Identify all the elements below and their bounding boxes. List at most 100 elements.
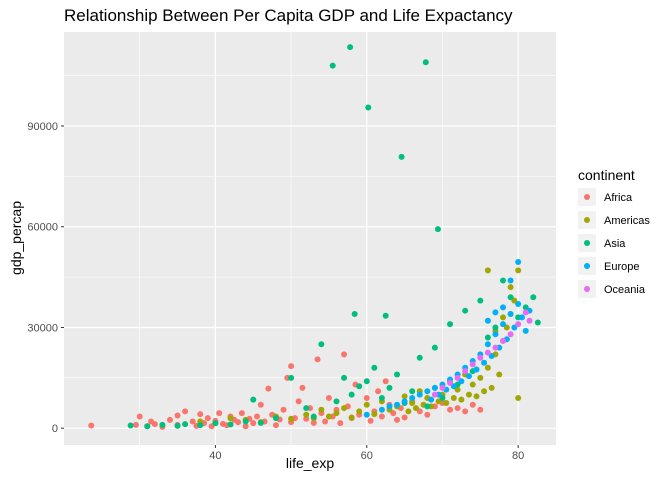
- data-point-americas: [450, 394, 457, 401]
- data-point-asia: [333, 398, 340, 405]
- data-point-europe: [500, 304, 507, 311]
- data-point-africa: [378, 413, 385, 420]
- data-point-africa: [272, 422, 279, 429]
- data-point-americas: [515, 267, 522, 274]
- data-point-oceania: [526, 317, 533, 324]
- data-point-oceania: [447, 379, 454, 386]
- data-point-asia: [318, 341, 325, 348]
- data-point-africa: [401, 414, 408, 421]
- x-axis-title: life_exp: [286, 455, 334, 471]
- data-point-asia: [272, 415, 279, 422]
- legend-marker-oceania: [584, 286, 590, 292]
- data-point-asia: [363, 378, 370, 385]
- data-point-europe: [484, 317, 491, 324]
- data-point-asia: [347, 44, 354, 51]
- data-point-americas: [484, 267, 491, 274]
- data-point-africa: [132, 421, 139, 428]
- data-point-asia: [371, 364, 378, 371]
- data-point-europe: [518, 314, 525, 321]
- data-point-asia: [394, 371, 401, 378]
- data-point-africa: [88, 422, 95, 429]
- data-point-americas: [481, 388, 488, 395]
- y-axis-ticks: 0 30000 60000 90000: [27, 121, 64, 435]
- data-point-asia: [484, 334, 491, 341]
- data-point-americas: [507, 284, 514, 291]
- data-point-americas: [227, 415, 234, 422]
- data-point-asia: [431, 344, 438, 351]
- data-point-oceania: [477, 354, 484, 361]
- legend-items: Africa Americas Asia Europe Oceania: [578, 188, 650, 298]
- data-point-africa: [250, 420, 257, 427]
- data-point-asia: [257, 419, 264, 426]
- data-point-africa: [454, 405, 461, 412]
- y-axis-title: gdp_percap: [8, 201, 24, 275]
- data-point-americas: [469, 381, 476, 388]
- data-point-asia: [329, 62, 336, 69]
- data-point-americas: [465, 391, 472, 398]
- data-point-oceania: [515, 321, 522, 328]
- data-point-africa: [166, 416, 173, 423]
- data-point-africa: [477, 406, 484, 413]
- data-point-africa: [189, 418, 196, 425]
- data-point-europe: [465, 373, 472, 380]
- data-point-europe: [401, 398, 408, 405]
- data-point-africa: [288, 363, 295, 370]
- data-point-asia: [534, 319, 541, 326]
- data-point-europe: [492, 309, 499, 316]
- legend-marker-europe: [584, 263, 590, 269]
- data-point-americas: [288, 415, 295, 422]
- data-point-americas: [341, 405, 348, 412]
- data-point-europe: [507, 311, 514, 318]
- data-point-asia: [174, 422, 181, 429]
- y-tick-label: 60000: [27, 222, 58, 234]
- data-point-africa: [151, 421, 158, 428]
- data-point-europe: [424, 388, 431, 395]
- legend-label-europe: Europe: [604, 261, 639, 273]
- data-point-europe: [522, 327, 529, 334]
- data-point-asia: [341, 374, 348, 381]
- data-point-asia: [351, 311, 358, 318]
- data-point-europe: [378, 406, 385, 413]
- data-point-americas: [458, 396, 465, 403]
- data-point-asia: [144, 423, 151, 430]
- data-point-africa: [182, 408, 189, 415]
- data-point-americas: [409, 400, 416, 407]
- data-point-africa: [216, 410, 223, 417]
- data-point-africa: [204, 415, 211, 422]
- y-tick-label: 0: [52, 423, 58, 435]
- data-point-africa: [254, 413, 261, 420]
- data-point-americas: [496, 371, 503, 378]
- data-point-asia: [424, 403, 431, 410]
- data-point-africa: [341, 351, 348, 358]
- data-point-europe: [473, 366, 480, 373]
- data-point-europe: [507, 277, 514, 284]
- legend-title: continent: [578, 167, 635, 183]
- data-point-africa: [394, 416, 401, 423]
- legend-label-africa: Africa: [604, 192, 633, 204]
- data-point-africa: [174, 412, 181, 419]
- legend-label-americas: Americas: [604, 215, 650, 227]
- data-point-africa: [325, 394, 332, 401]
- data-point-africa: [367, 417, 374, 424]
- data-point-asia: [492, 324, 499, 331]
- data-point-americas: [412, 405, 419, 412]
- data-point-africa: [314, 356, 321, 363]
- data-point-asia: [212, 420, 219, 427]
- data-point-africa: [136, 413, 143, 420]
- data-point-oceania: [484, 349, 491, 356]
- data-point-asia: [386, 384, 393, 391]
- data-point-americas: [401, 393, 408, 400]
- data-point-asia: [409, 388, 416, 395]
- data-point-oceania: [431, 391, 438, 398]
- data-point-asia: [288, 374, 295, 381]
- data-point-asia: [398, 153, 405, 160]
- data-point-americas: [303, 411, 310, 418]
- data-point-africa: [424, 411, 431, 418]
- data-point-africa: [235, 419, 242, 426]
- data-point-asia: [378, 394, 385, 401]
- data-point-europe: [481, 359, 488, 366]
- x-tick-label: 40: [209, 450, 221, 462]
- data-point-africa: [375, 388, 382, 395]
- data-point-africa: [295, 398, 302, 405]
